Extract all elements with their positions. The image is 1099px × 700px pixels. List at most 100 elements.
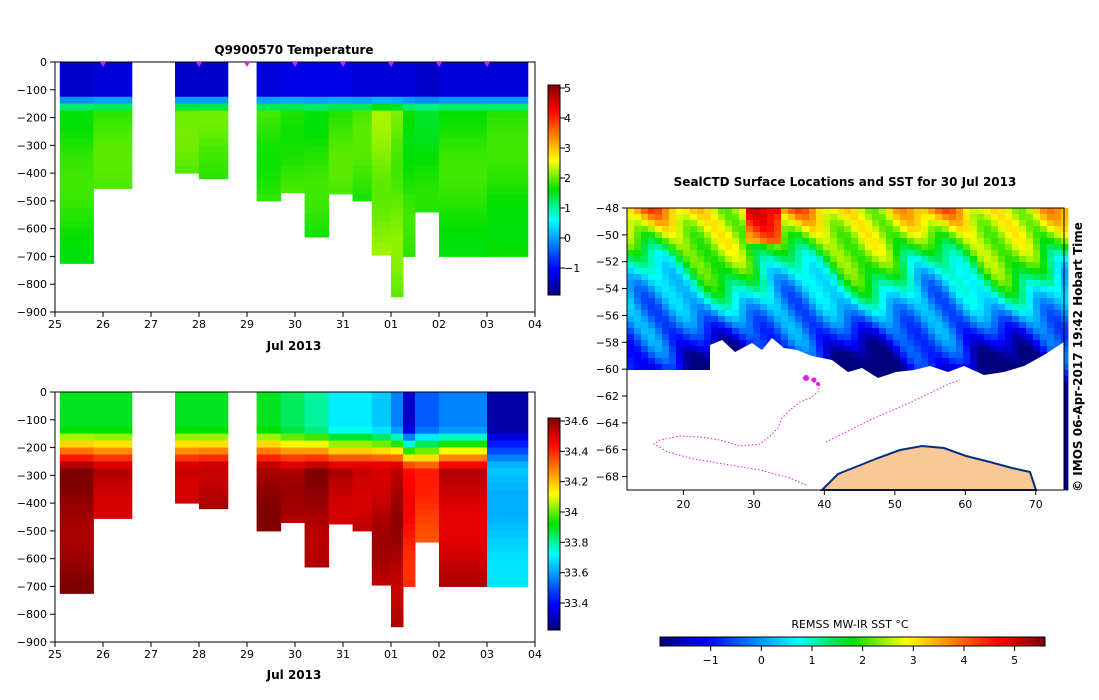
sst-cell xyxy=(795,334,803,341)
sst-cell xyxy=(984,352,992,359)
profile-cell xyxy=(371,510,392,518)
sst-cell xyxy=(984,310,992,317)
sst-cell xyxy=(984,238,992,245)
profile-cell xyxy=(391,558,404,567)
sst-cell xyxy=(704,298,712,305)
profile-cell xyxy=(371,530,392,539)
sst-cell xyxy=(879,292,887,299)
sst-cell xyxy=(634,208,642,215)
profile-cell xyxy=(403,537,416,546)
profile-cell xyxy=(415,103,440,112)
sst-cell xyxy=(676,220,684,227)
sst-cell xyxy=(1026,292,1034,299)
sst-cell xyxy=(739,232,747,239)
sst-cell xyxy=(1005,334,1013,341)
sst-cell xyxy=(830,346,838,353)
sst-cell xyxy=(760,256,768,263)
sst-cell xyxy=(963,232,971,239)
sst-cell xyxy=(662,352,670,359)
profile-cell xyxy=(256,82,282,91)
sst-cell xyxy=(830,274,838,281)
profile-cell xyxy=(415,482,440,490)
sst-cell xyxy=(1061,256,1069,263)
sst-cell xyxy=(900,298,908,305)
sst-cell xyxy=(956,352,964,359)
profile-cell xyxy=(439,447,488,455)
profile-cell xyxy=(280,426,306,435)
sst-cell xyxy=(816,310,824,317)
profile-cell xyxy=(487,214,529,223)
sst-cell xyxy=(641,250,649,257)
sst-cell xyxy=(746,274,754,281)
sst-cell xyxy=(1047,298,1055,305)
sst-cell xyxy=(1012,346,1020,353)
sst-cell xyxy=(634,214,642,221)
profile-cell xyxy=(391,193,404,202)
sst-cell xyxy=(669,250,677,257)
sst-cell xyxy=(704,250,712,257)
sst-cell xyxy=(907,346,915,353)
sst-cell xyxy=(1026,304,1034,311)
profile-cell xyxy=(304,412,330,421)
sst-cell xyxy=(781,238,789,245)
salinity-colorbar xyxy=(547,417,561,631)
sst-cell xyxy=(914,226,922,233)
sst-cell xyxy=(760,280,768,287)
sst-cell xyxy=(697,364,705,371)
sst-cell xyxy=(907,226,915,233)
sst-cell xyxy=(1061,436,1069,443)
sst-cell xyxy=(1054,280,1062,287)
sst-cell xyxy=(893,232,901,239)
sst-cell xyxy=(774,256,782,263)
profile-cell xyxy=(304,89,330,98)
profile-cell xyxy=(415,392,440,400)
sst-cell xyxy=(767,334,775,341)
profile-cell xyxy=(352,517,373,525)
sst-cell xyxy=(963,274,971,281)
sst-cell xyxy=(655,322,663,329)
sst-cell xyxy=(977,220,985,227)
sst-cell xyxy=(991,334,999,341)
profile-cell xyxy=(175,138,200,146)
colorbar-tick-label: 3 xyxy=(564,142,571,155)
sst-cell xyxy=(858,328,866,335)
sst-cell xyxy=(1047,286,1055,293)
sst-cell xyxy=(662,286,670,293)
sst-cell xyxy=(683,310,691,317)
profile-cell xyxy=(59,544,94,553)
profile-cell xyxy=(304,517,330,525)
profile-cell xyxy=(391,221,404,230)
profile-cell xyxy=(487,124,529,132)
profile-cell xyxy=(256,145,282,153)
sst-cell xyxy=(1026,322,1034,329)
sst-cell xyxy=(823,328,831,335)
sst-cell xyxy=(942,250,950,257)
sst-cell xyxy=(781,316,789,323)
profile-cell xyxy=(439,82,488,91)
profile-cell xyxy=(93,89,133,98)
sst-cell xyxy=(914,346,922,353)
sst-cell xyxy=(704,274,712,281)
sst-cell xyxy=(900,328,908,335)
map-y-tick-label: −50 xyxy=(596,229,619,242)
sst-cell xyxy=(823,280,831,287)
sst-cell xyxy=(746,226,754,233)
sst-cell xyxy=(991,328,999,335)
y-tick-label: −900 xyxy=(17,306,47,319)
sst-cell xyxy=(851,340,859,347)
profile-cell xyxy=(59,89,94,98)
profile-cell xyxy=(403,68,416,77)
sst-cell xyxy=(697,346,705,353)
profile-cell xyxy=(371,200,392,209)
sst-cell xyxy=(837,268,845,275)
sst-cell xyxy=(1054,286,1062,293)
profile-cell xyxy=(403,565,416,574)
profile-cell xyxy=(403,117,416,125)
sst-cell xyxy=(991,262,999,269)
sst-cell xyxy=(872,346,880,353)
profile-cell xyxy=(403,62,416,70)
sst-cell xyxy=(823,310,831,317)
sst-cell xyxy=(844,334,852,341)
map-y-axis: −48−50−52−54−56−58−60−62−64−66−68 xyxy=(596,202,627,484)
sst-cell xyxy=(641,328,649,335)
